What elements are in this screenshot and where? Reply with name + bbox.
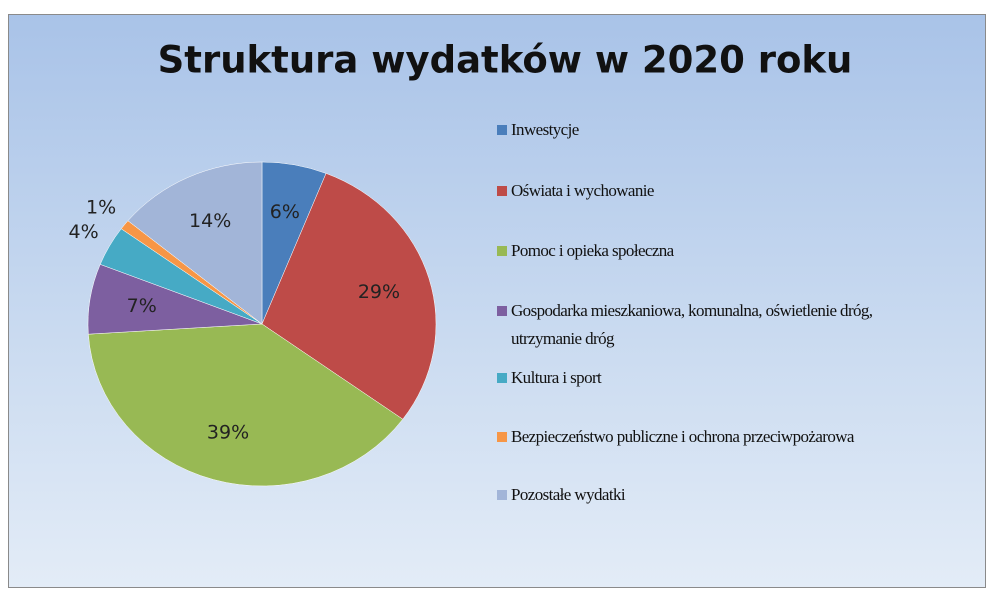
legend-swatch — [497, 186, 507, 196]
legend-item: Gospodarka mieszkaniowa, komunalna, oświ… — [497, 297, 967, 353]
legend-swatch — [497, 373, 507, 383]
pie-slice — [261, 173, 437, 420]
legend-swatch — [497, 125, 507, 135]
pie-slice — [88, 323, 404, 487]
legend-item: Pomoc i opieka społeczna — [497, 237, 967, 265]
chart-title: Struktura wydatków w 2020 roku — [158, 39, 853, 82]
legend-swatch — [497, 306, 507, 316]
legend-item: Bezpieczeństwo publiczne i ochrona przec… — [497, 423, 967, 451]
data-label: 14% — [189, 210, 231, 232]
legend-item: Inwestycje — [497, 116, 967, 144]
legend-swatch — [497, 490, 507, 500]
legend-label: Kultura i sport — [511, 368, 602, 387]
data-label: 4% — [69, 221, 99, 243]
legend-item: Kultura i sport — [497, 364, 967, 392]
data-label: 29% — [358, 281, 400, 303]
legend-label: Gospodarka mieszkaniowa, komunalna, oświ… — [511, 301, 873, 348]
data-label: 7% — [127, 295, 157, 317]
legend-label: Oświata i wychowanie — [511, 181, 654, 200]
legend-label: Pozostałe wydatki — [511, 485, 626, 504]
legend-item: Pozostałe wydatki — [497, 481, 967, 509]
legend-swatch — [497, 246, 507, 256]
legend-label: Inwestycje — [511, 120, 579, 139]
pie-slice — [127, 161, 263, 325]
legend-item: Oświata i wychowanie — [497, 177, 967, 205]
legend-label: Pomoc i opieka społeczna — [511, 241, 674, 260]
data-label: 1% — [86, 196, 116, 218]
data-label: 39% — [207, 421, 249, 443]
legend-label: Bezpieczeństwo publiczne i ochrona przec… — [511, 427, 854, 446]
legend-swatch — [497, 432, 507, 442]
data-label: 6% — [270, 201, 300, 223]
